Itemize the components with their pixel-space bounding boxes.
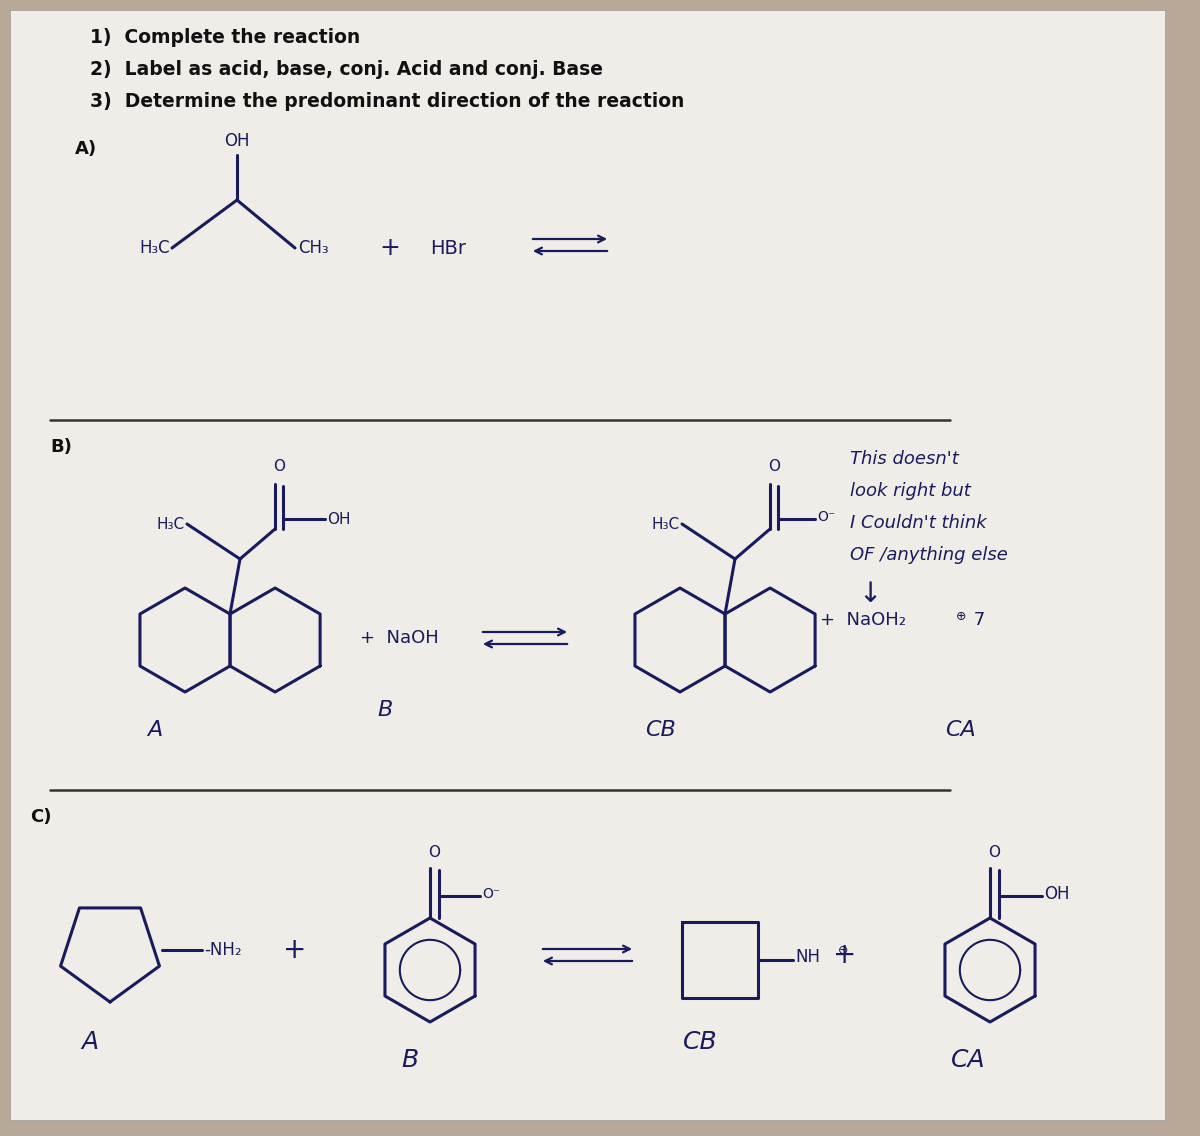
Text: H₃C: H₃C: [157, 517, 185, 532]
Text: NH: NH: [796, 949, 820, 966]
Text: O⁻: O⁻: [817, 510, 835, 524]
Text: 7: 7: [968, 611, 985, 629]
Text: 3)  Determine the predominant direction of the reaction: 3) Determine the predominant direction o…: [90, 92, 684, 111]
Text: ⊕: ⊕: [956, 610, 966, 623]
Text: I Couldn't think: I Couldn't think: [850, 513, 986, 532]
Text: A: A: [82, 1030, 98, 1054]
Text: 2)  Label as acid, base, conj. Acid and conj. Base: 2) Label as acid, base, conj. Acid and c…: [90, 60, 604, 80]
Text: CH₃: CH₃: [298, 239, 329, 257]
Text: ⊖: ⊖: [838, 944, 848, 957]
Text: 1)  Complete the reaction: 1) Complete the reaction: [90, 28, 360, 47]
Text: CA: CA: [950, 1049, 985, 1072]
Text: A: A: [148, 720, 163, 740]
Text: O: O: [768, 459, 780, 474]
Text: B: B: [402, 1049, 419, 1072]
Text: CB: CB: [683, 1030, 718, 1054]
Text: O⁻: O⁻: [482, 887, 500, 901]
Text: H₃C: H₃C: [139, 239, 170, 257]
Text: O: O: [988, 845, 1000, 860]
Text: ↓: ↓: [858, 580, 882, 608]
Text: OH: OH: [224, 132, 250, 150]
FancyBboxPatch shape: [10, 10, 1165, 1120]
Text: +  NaOH: + NaOH: [360, 629, 439, 648]
Text: OH: OH: [1044, 885, 1069, 903]
Text: +: +: [833, 941, 857, 969]
Text: B): B): [50, 438, 72, 456]
Text: B: B: [377, 700, 392, 720]
Text: H₃C: H₃C: [652, 517, 680, 532]
Text: +: +: [283, 936, 307, 964]
Text: O: O: [274, 459, 286, 474]
Text: O: O: [428, 845, 440, 860]
Text: A): A): [74, 140, 97, 158]
Text: CA: CA: [944, 720, 976, 740]
Text: OF /anything else: OF /anything else: [850, 546, 1008, 563]
Text: +: +: [379, 236, 401, 260]
Text: +  NaOH₂: + NaOH₂: [820, 611, 906, 629]
Text: -NH₂: -NH₂: [204, 941, 241, 959]
Text: This doesn't: This doesn't: [850, 450, 959, 468]
Text: OH: OH: [326, 511, 350, 526]
Text: HBr: HBr: [430, 239, 466, 258]
Text: look right but: look right but: [850, 482, 971, 500]
Text: C): C): [30, 808, 52, 826]
Text: CB: CB: [644, 720, 676, 740]
